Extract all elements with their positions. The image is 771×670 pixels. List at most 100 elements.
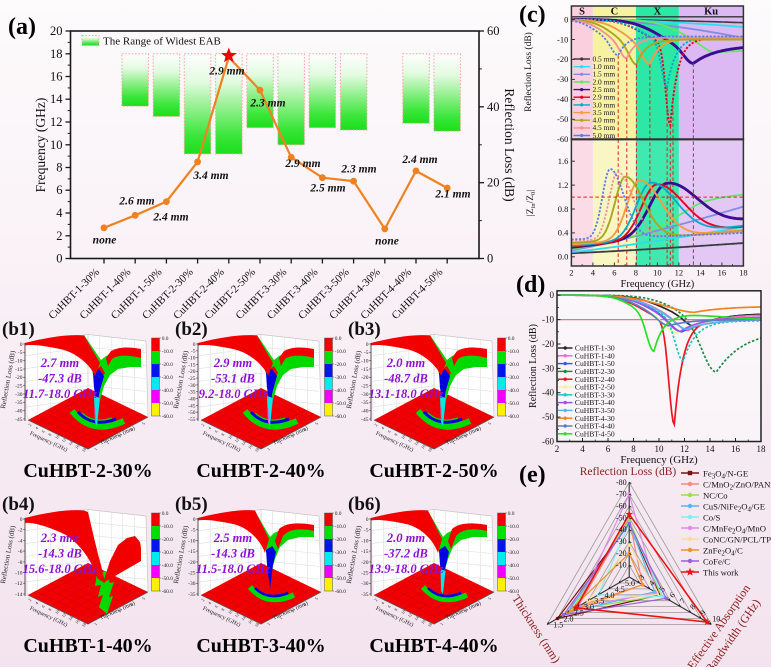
svg-text:-50.0: -50.0 bbox=[162, 576, 173, 582]
svg-text:14: 14 bbox=[240, 439, 247, 446]
svg-text:-35: -35 bbox=[361, 400, 369, 406]
svg-text:-60.0: -60.0 bbox=[508, 589, 519, 595]
svg-text:-30.0: -30.0 bbox=[335, 550, 346, 556]
svg-text:-15: -15 bbox=[188, 549, 196, 555]
svg-text:-6: -6 bbox=[18, 549, 23, 555]
svg-text:0: 0 bbox=[366, 342, 369, 348]
svg-text:3.0: 3.0 bbox=[584, 603, 594, 612]
svg-text:-48.7 dB: -48.7 dB bbox=[384, 372, 428, 386]
svg-text:4: 4 bbox=[129, 602, 135, 608]
svg-text:12: 12 bbox=[680, 444, 689, 454]
svg-text:12: 12 bbox=[50, 115, 63, 129]
svg-text:-10: -10 bbox=[557, 34, 568, 44]
svg-text:(b2): (b2) bbox=[175, 320, 208, 340]
svg-text:Reflection Loss (dB): Reflection Loss (dB) bbox=[523, 32, 534, 112]
svg-text:0: 0 bbox=[20, 342, 23, 348]
svg-text:1.5: 1.5 bbox=[553, 620, 563, 629]
svg-text:1: 1 bbox=[439, 447, 444, 452]
svg-text:4: 4 bbox=[302, 602, 308, 608]
svg-text:0.0: 0.0 bbox=[508, 336, 515, 342]
svg-text:-60: -60 bbox=[542, 437, 554, 447]
svg-text:0.0: 0.0 bbox=[162, 336, 169, 342]
svg-text:12: 12 bbox=[234, 612, 241, 618]
svg-text:-60.0: -60.0 bbox=[335, 414, 346, 420]
svg-text:2: 2 bbox=[373, 597, 378, 602]
svg-text:4: 4 bbox=[129, 427, 135, 433]
svg-text:-50: -50 bbox=[542, 412, 554, 422]
svg-text:-30.0: -30.0 bbox=[162, 375, 173, 381]
svg-text:14: 14 bbox=[706, 444, 716, 454]
svg-text:-40: -40 bbox=[542, 388, 554, 398]
svg-text:13.1-18.0 GHz: 13.1-18.0 GHz bbox=[369, 387, 444, 401]
svg-text:-40: -40 bbox=[15, 409, 23, 415]
svg-text:-50: -50 bbox=[557, 114, 568, 124]
svg-text:-2: -2 bbox=[18, 528, 23, 534]
svg-text:-15: -15 bbox=[361, 549, 369, 555]
svg-text:14: 14 bbox=[240, 614, 247, 621]
svg-text:-5: -5 bbox=[364, 528, 369, 534]
svg-text:0.0: 0.0 bbox=[558, 252, 569, 262]
svg-text:1: 1 bbox=[266, 447, 271, 452]
svg-text:-20.0: -20.0 bbox=[162, 537, 173, 543]
svg-text:-50.0: -50.0 bbox=[162, 401, 173, 407]
svg-text:-10.0: -10.0 bbox=[162, 349, 173, 355]
svg-text:|Zin/Z0|: |Zin/Z0| bbox=[526, 190, 537, 216]
svg-text:-25: -25 bbox=[361, 571, 369, 577]
svg-text:-45: -45 bbox=[361, 417, 369, 423]
svg-text:-50.0: -50.0 bbox=[508, 401, 519, 407]
svg-text:10: 10 bbox=[400, 609, 407, 615]
svg-text:3.5: 3.5 bbox=[594, 597, 604, 606]
svg-text:Frequency (GHz): Frequency (GHz) bbox=[621, 279, 695, 290]
svg-text:-12: -12 bbox=[15, 581, 23, 587]
svg-text:-40.0: -40.0 bbox=[508, 563, 519, 569]
svg-text:C/MnO2/ZnO/PANi: C/MnO2/ZnO/PANi bbox=[703, 479, 771, 491]
svg-text:2.3 mm: 2.3 mm bbox=[249, 98, 285, 110]
svg-text:3: 3 bbox=[117, 434, 122, 439]
svg-text:18: 18 bbox=[427, 622, 434, 628]
svg-text:-10.0: -10.0 bbox=[335, 349, 346, 355]
svg-text:5.0: 5.0 bbox=[625, 579, 635, 588]
svg-text:-5: -5 bbox=[191, 528, 196, 534]
svg-text:2.5 mm: 2.5 mm bbox=[309, 183, 345, 195]
svg-text:16: 16 bbox=[50, 70, 63, 84]
svg-text:2: 2 bbox=[278, 440, 283, 445]
svg-text:8: 8 bbox=[688, 603, 697, 612]
svg-text:-20: -20 bbox=[557, 54, 568, 64]
svg-text:-40.0: -40.0 bbox=[508, 388, 519, 394]
svg-text:-8: -8 bbox=[18, 560, 23, 566]
svg-text:Co/S: Co/S bbox=[703, 512, 721, 522]
svg-text:12: 12 bbox=[675, 268, 684, 278]
svg-text:4: 4 bbox=[647, 579, 656, 588]
svg-text:-60.0: -60.0 bbox=[162, 414, 173, 420]
svg-text:2: 2 bbox=[200, 597, 205, 602]
svg-text:5.0 mm: 5.0 mm bbox=[593, 131, 616, 140]
svg-text:-15: -15 bbox=[361, 367, 369, 373]
svg-text:2.0 mm: 2.0 mm bbox=[386, 531, 425, 545]
svg-text:2: 2 bbox=[373, 422, 378, 427]
svg-text:-45: -45 bbox=[15, 417, 23, 423]
svg-text:-60: -60 bbox=[557, 134, 568, 144]
svg-text:2.5 mm: 2.5 mm bbox=[213, 531, 252, 545]
svg-text:11.7-18.0 GHz: 11.7-18.0 GHz bbox=[23, 387, 97, 401]
svg-text:-25: -25 bbox=[361, 384, 369, 390]
svg-text:1: 1 bbox=[93, 447, 98, 452]
svg-text:X: X bbox=[654, 7, 662, 18]
svg-text:-50: -50 bbox=[616, 513, 627, 522]
svg-text:0: 0 bbox=[366, 517, 369, 523]
svg-text:2.1 mm: 2.1 mm bbox=[434, 189, 470, 201]
svg-text:-20.0: -20.0 bbox=[508, 537, 519, 543]
svg-text:0: 0 bbox=[487, 252, 493, 266]
svg-text:18: 18 bbox=[254, 622, 261, 628]
svg-text:none: none bbox=[93, 235, 117, 247]
svg-text:12: 12 bbox=[61, 437, 68, 443]
svg-text:18: 18 bbox=[254, 447, 261, 453]
svg-text:6: 6 bbox=[214, 604, 219, 609]
svg-text:6: 6 bbox=[606, 444, 611, 454]
svg-text:0: 0 bbox=[193, 342, 196, 348]
svg-text:0.0: 0.0 bbox=[335, 336, 342, 342]
svg-text:4: 4 bbox=[380, 600, 386, 606]
svg-text:10: 10 bbox=[227, 609, 234, 615]
svg-text:none: none bbox=[375, 236, 399, 248]
svg-text:-10: -10 bbox=[15, 571, 23, 577]
svg-text:-30.0: -30.0 bbox=[335, 375, 346, 381]
